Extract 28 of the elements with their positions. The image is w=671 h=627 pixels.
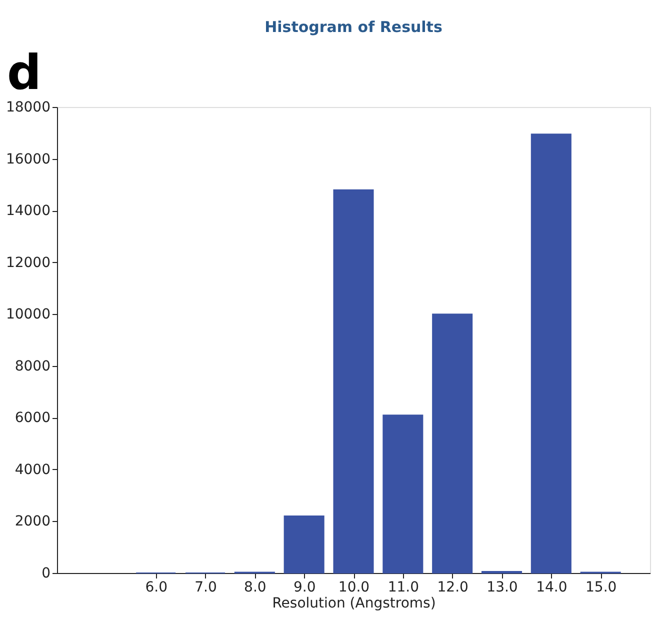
- y-tick-label: 2000: [14, 514, 50, 530]
- bar: [530, 134, 572, 574]
- x-tick-label: 10.0: [338, 580, 370, 596]
- bar: [382, 414, 424, 574]
- y-tick-label: 6000: [14, 410, 50, 426]
- x-tick-label: 11.0: [388, 580, 420, 596]
- text: d: [7, 45, 42, 101]
- x-axis-title: Resolution (Angstroms): [272, 596, 436, 612]
- x-tick-label: 6.0: [145, 580, 168, 596]
- y-tick-label: 14000: [6, 203, 50, 220]
- bar: [333, 189, 374, 574]
- y-tick-label: 10000: [6, 306, 50, 323]
- chart-title: Histogram of Results: [264, 18, 442, 36]
- y-tick-label: 18000: [6, 100, 50, 116]
- x-tick-label: 9.0: [293, 580, 316, 596]
- bar: [284, 516, 324, 574]
- y-tick-label: 0: [42, 566, 50, 582]
- x-tick-label: 7.0: [194, 580, 217, 596]
- bar: [432, 314, 473, 574]
- x-tick-label: 12.0: [437, 580, 468, 596]
- x-tick-label: 14.0: [536, 580, 568, 596]
- y-tick-label: 12000: [6, 254, 50, 271]
- x-tick-label: 8.0: [244, 580, 266, 596]
- y-tick-label: 16000: [6, 151, 50, 168]
- x-tick-label: 15.0: [585, 580, 617, 596]
- y-tick-label: 4000: [14, 462, 50, 478]
- x-tick-label: 13.0: [486, 580, 518, 596]
- y-tick-label: 8000: [14, 358, 50, 374]
